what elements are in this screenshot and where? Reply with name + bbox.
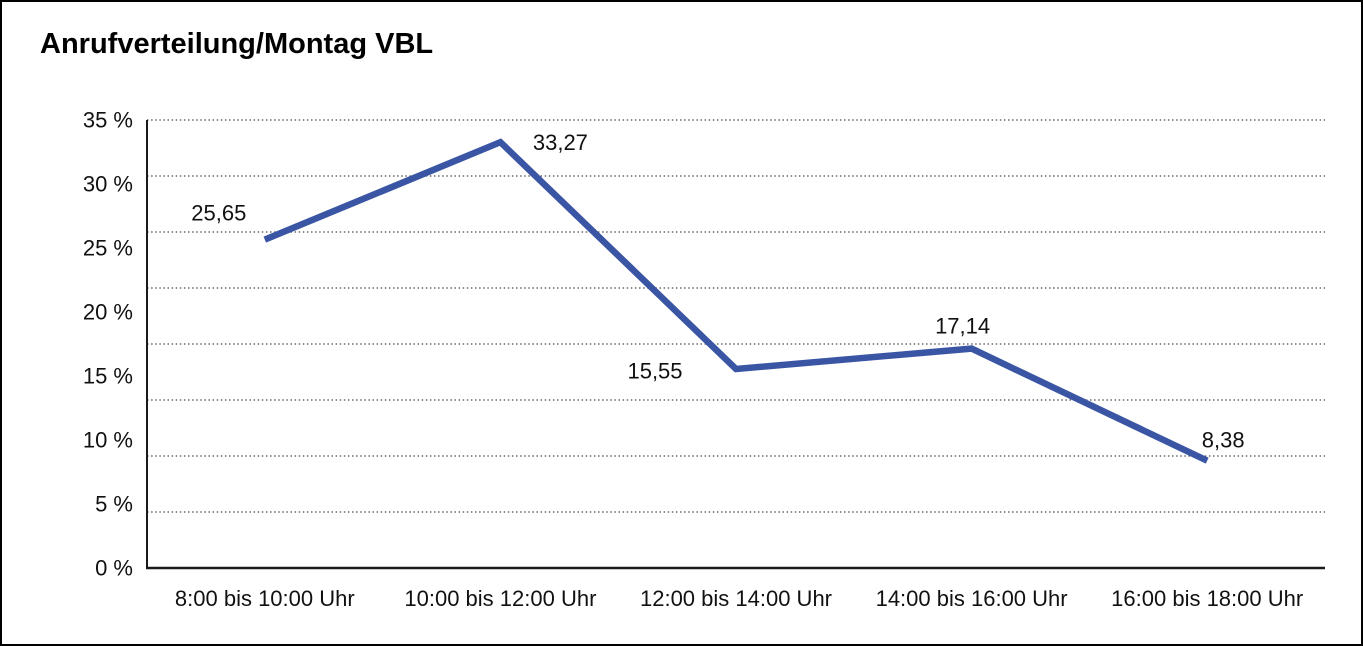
- x-tick-label: 8:00 bis 10:00 Uhr: [175, 586, 355, 611]
- x-tick-label: 12:00 bis 14:00 Uhr: [640, 586, 832, 611]
- y-tick-label: 35 %: [83, 108, 133, 133]
- y-tick-label: 0 %: [95, 556, 133, 581]
- y-tick-label: 20 %: [83, 300, 133, 325]
- data-point-label: 15,55: [627, 359, 682, 384]
- data-point-label: 25,65: [191, 200, 246, 225]
- x-tick-label: 16:00 bis 18:00 Uhr: [1111, 586, 1303, 611]
- y-tick-label: 5 %: [95, 492, 133, 517]
- data-point-label: 8,38: [1202, 427, 1245, 452]
- series-line: [263, 138, 1209, 464]
- data-point-label: 17,14: [935, 313, 990, 338]
- x-tick-label: 10:00 bis 12:00 Uhr: [404, 586, 596, 611]
- y-tick-label: 15 %: [83, 364, 133, 389]
- x-tick-label: 14:00 bis 16:00 Uhr: [876, 586, 1068, 611]
- y-tick-label: 10 %: [83, 428, 133, 453]
- chart-title: Anrufverteilung/Montag VBL: [40, 28, 434, 60]
- y-tick-label: 25 %: [83, 236, 133, 261]
- data-point-label: 33,27: [533, 130, 588, 155]
- y-tick-label: 30 %: [83, 172, 133, 197]
